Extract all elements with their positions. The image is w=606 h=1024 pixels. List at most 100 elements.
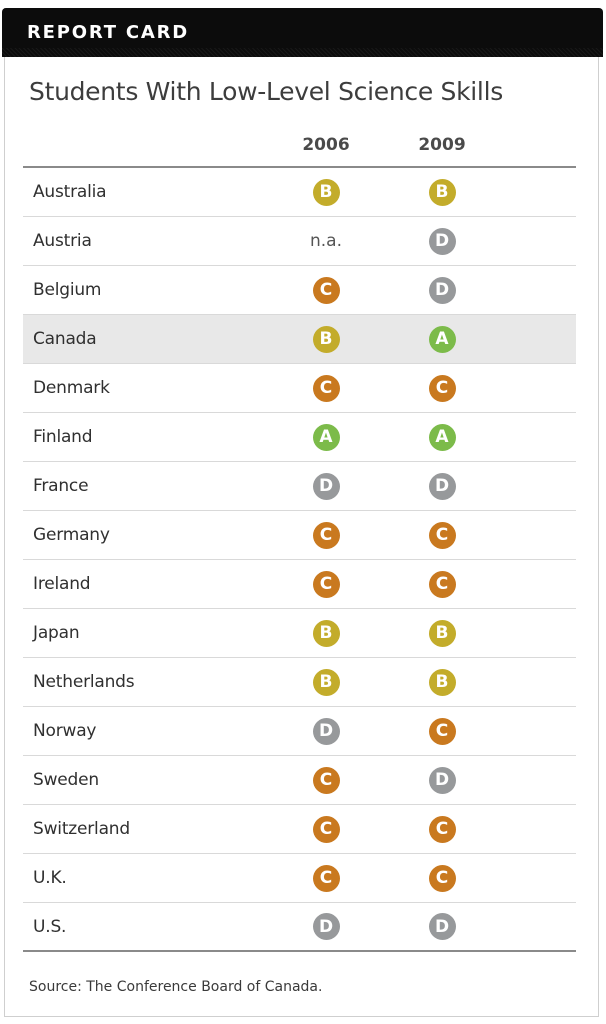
country-label: Germany — [33, 525, 110, 545]
grade-badge-c: C — [428, 521, 456, 549]
country-label: Austria — [33, 231, 92, 251]
grade-badge-d: D — [428, 472, 456, 500]
grade-badge-c: C — [428, 374, 456, 402]
grade-cell-2009: B — [384, 178, 500, 206]
grade-badge-d: D — [428, 766, 456, 794]
grade-badge-d: D — [312, 913, 340, 940]
grade-cell-2009: D — [384, 227, 500, 255]
table-header-row: 2006 2009 — [23, 106, 576, 168]
grade-cell-2006: C — [268, 374, 384, 402]
grade-cell-2006: C — [268, 570, 384, 598]
grade-badge-d: D — [312, 472, 340, 500]
table-row: Netherlands B B — [23, 658, 576, 707]
grade-badge-b: B — [428, 668, 456, 696]
grade-cell-2006: C — [268, 815, 384, 843]
country-label: Sweden — [33, 770, 99, 790]
grade-badge-c: C — [428, 864, 456, 892]
grade-badge-a: A — [428, 325, 456, 353]
country-label: Netherlands — [33, 672, 135, 692]
table-row: Canada B A — [23, 315, 576, 364]
grade-badge-b: B — [428, 178, 456, 206]
grade-badge-b: B — [312, 178, 340, 206]
table-row: Australia B B — [23, 168, 576, 217]
country-label: Denmark — [33, 378, 110, 398]
grade-cell-2009: D — [384, 472, 500, 500]
grade-badge-c: C — [428, 717, 456, 745]
grade-cell-2009: A — [384, 423, 500, 451]
grade-badge-d: D — [428, 913, 456, 940]
country-label: Ireland — [33, 574, 91, 594]
grade-cell-2009: A — [384, 325, 500, 353]
country-label: Finland — [33, 427, 93, 447]
grade-cell-2009: C — [384, 864, 500, 892]
country-label: Australia — [33, 182, 107, 202]
grade-cell-2006: B — [268, 325, 384, 353]
grade-cell-2009: D — [384, 276, 500, 304]
grade-badge-a: A — [312, 423, 340, 451]
grade-badge-c: C — [312, 766, 340, 794]
grade-cell-2006: B — [268, 178, 384, 206]
column-header-2006: 2006 — [302, 135, 350, 155]
grade-cell-2006: D — [268, 472, 384, 500]
grade-cell-2009: C — [384, 521, 500, 549]
grade-cell-2009: B — [384, 619, 500, 647]
grade-cell-2006: A — [268, 423, 384, 451]
grade-badge-a: A — [428, 423, 456, 451]
column-header-2009: 2009 — [418, 135, 466, 155]
table-row: Denmark C C — [23, 364, 576, 413]
grade-badge-b: B — [312, 325, 340, 353]
table-row: Japan B B — [23, 609, 576, 658]
table-row: Germany C C — [23, 511, 576, 560]
table-row: Austria n.a. D — [23, 217, 576, 266]
report-card-banner: REPORT CARD — [2, 8, 603, 57]
table-body: Australia B B Austria n.a. D Belgium C D… — [23, 168, 576, 952]
grade-cell-2006: D — [268, 717, 384, 745]
country-label: U.K. — [33, 868, 67, 888]
table-row: Finland A A — [23, 413, 576, 462]
grade-badge-c: C — [428, 570, 456, 598]
grade-badge-d: D — [312, 717, 340, 745]
card-content: Students With Low-Level Science Skills 2… — [5, 9, 598, 995]
grade-badge-c: C — [312, 570, 340, 598]
grade-na-text: n.a. — [310, 231, 342, 251]
grade-badge-c: C — [312, 864, 340, 892]
grade-cell-2006: C — [268, 766, 384, 794]
grade-cell-2009: C — [384, 374, 500, 402]
grade-badge-d: D — [428, 227, 456, 255]
grade-cell-2006: B — [268, 619, 384, 647]
table-row: Norway D C — [23, 707, 576, 756]
country-label: Norway — [33, 721, 97, 741]
table-row: France D D — [23, 462, 576, 511]
table-row: Sweden C D — [23, 756, 576, 805]
table-row: U.S. D D — [23, 903, 576, 952]
page-title: Students With Low-Level Science Skills — [29, 77, 503, 106]
grade-cell-2006: n.a. — [268, 231, 384, 251]
grade-cell-2009: B — [384, 668, 500, 696]
grade-cell-2006: C — [268, 521, 384, 549]
grade-badge-c: C — [428, 815, 456, 843]
country-label: U.S. — [33, 916, 67, 937]
grade-cell-2009: C — [384, 570, 500, 598]
grade-cell-2006: D — [268, 913, 384, 940]
grade-cell-2009: D — [384, 913, 500, 940]
country-label: Belgium — [33, 280, 102, 300]
grade-badge-b: B — [428, 619, 456, 647]
grade-cell-2009: C — [384, 717, 500, 745]
grade-badge-c: C — [312, 374, 340, 402]
grade-cell-2009: C — [384, 815, 500, 843]
table-row: Switzerland C C — [23, 805, 576, 854]
source-note: Source: The Conference Board of Canada. — [29, 979, 323, 995]
grade-badge-c: C — [312, 815, 340, 843]
grade-badge-c: C — [312, 521, 340, 549]
grade-badge-d: D — [428, 276, 456, 304]
report-card: REPORT CARD Students With Low-Level Scie… — [4, 8, 603, 1017]
grade-cell-2009: D — [384, 766, 500, 794]
grade-cell-2006: C — [268, 864, 384, 892]
grade-badge-b: B — [312, 619, 340, 647]
country-label: Switzerland — [33, 819, 130, 839]
grade-badge-b: B — [312, 668, 340, 696]
table-row: Ireland C C — [23, 560, 576, 609]
grade-badge-c: C — [312, 276, 340, 304]
grade-cell-2006: C — [268, 276, 384, 304]
grade-cell-2006: B — [268, 668, 384, 696]
